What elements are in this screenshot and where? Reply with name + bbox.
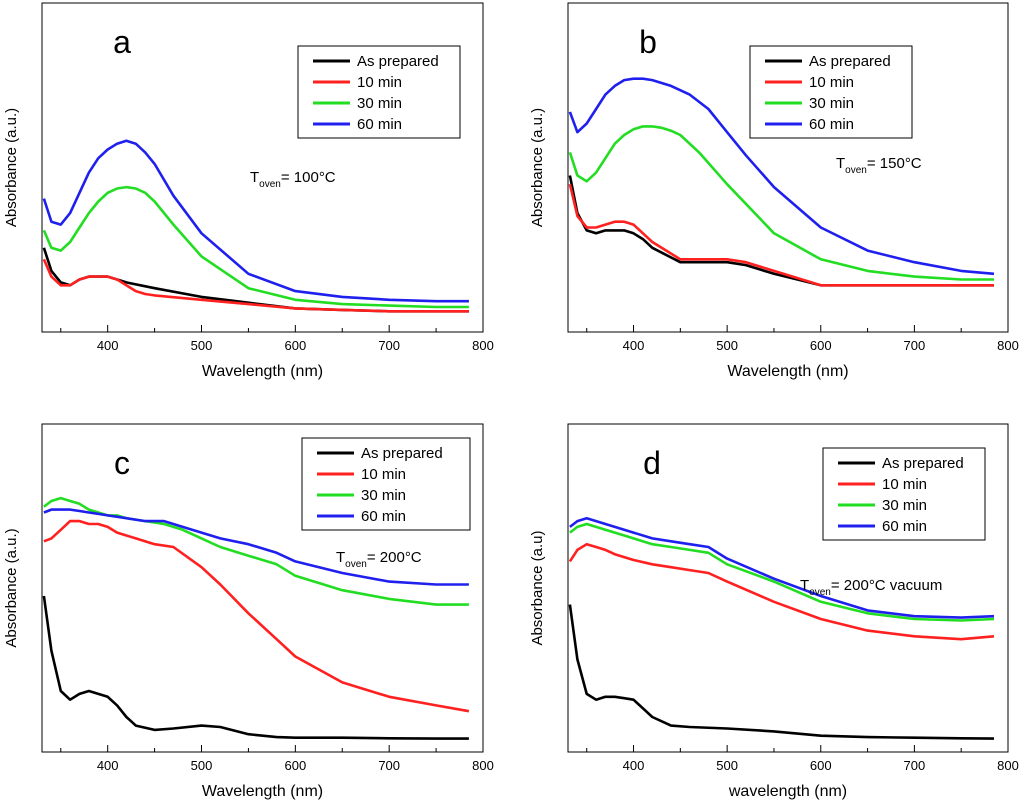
series-line-as-prepared	[568, 175, 994, 287]
legend-entry: 60 min	[357, 116, 402, 133]
x-tick-label: 500	[191, 338, 213, 353]
chart-panel-a: 400 500 600 700 800 Wavelength (nm) Absorbance…	[3, 2, 494, 380]
series-line-60-min	[568, 77, 995, 276]
x-tick-label: 400	[97, 338, 119, 353]
legend-entry: 10 min	[361, 466, 406, 483]
chart-panel-b: 400 500 600 700 800 Wavelength (nm) Absorbance…	[529, 2, 1019, 380]
legend-entry: 10 min	[882, 476, 927, 493]
oven-temperature-annotation: Toven= 150°C	[836, 155, 922, 176]
series-line-as-prepared	[568, 604, 995, 740]
series-line-10-min	[43, 519, 470, 713]
legend-entry: As prepared	[809, 53, 891, 70]
legend-entry: 10 min	[809, 74, 854, 91]
series-line-30-min	[568, 125, 994, 281]
x-tick-label: 800	[472, 338, 494, 353]
x-tick-label: 500	[716, 758, 738, 773]
x-tick-label: 600	[810, 338, 832, 353]
plot-frame	[41, 423, 484, 753]
x-tick-label: 500	[191, 758, 213, 773]
x-tick-label: 600	[810, 758, 832, 773]
series-line-as-prepared	[42, 595, 469, 740]
legend-entry: 60 min	[882, 518, 927, 535]
x-tick-label: 500	[716, 338, 738, 353]
plot-frame	[567, 2, 1009, 333]
x-axis-label: Wavelength (nm)	[727, 363, 848, 380]
panel-label: c	[114, 445, 130, 481]
x-axis-label: Wavelength (nm)	[202, 363, 323, 380]
legend-entry: As prepared	[882, 455, 964, 472]
oven-temperature-annotation: Toven= 200°C vacuum	[800, 577, 942, 598]
y-axis-label: Absorbance (a.u.)	[3, 108, 20, 227]
chart-panel-d: 400 500 600 700 800 wavelength (nm) Absorbance…	[529, 423, 1019, 800]
legend-entry: As prepared	[357, 53, 439, 70]
legend-entry: 30 min	[809, 95, 854, 112]
series-line-10-min	[568, 542, 995, 641]
series-line-10-min	[42, 258, 469, 313]
legend-entry: 30 min	[357, 95, 402, 112]
y-axis-label: Absorbance (a.u.)	[529, 108, 546, 227]
series-line-10-min	[568, 183, 994, 287]
series-line-30-min	[42, 185, 469, 309]
x-tick-label: 800	[997, 338, 1019, 353]
series-line-60-min	[43, 508, 469, 586]
y-axis-label: Absorbance (a.u.)	[3, 528, 20, 647]
x-tick-label: 700	[904, 758, 926, 773]
legend-entry: 30 min	[882, 497, 927, 514]
panel-label: d	[643, 445, 661, 481]
x-tick-label: 700	[378, 758, 400, 773]
plot-frame	[567, 423, 1009, 753]
x-tick-label: 400	[623, 758, 645, 773]
panel-label: b	[639, 24, 657, 60]
y-axis-label: Absorbance (a.u)	[529, 530, 546, 645]
x-axis-label: Wavelength (nm)	[202, 783, 323, 800]
x-tick-label: 700	[904, 338, 926, 353]
x-tick-label: 400	[97, 758, 119, 773]
plot-frame	[41, 2, 484, 333]
chart-panel-c: 400 500 600 700 800 Wavelength (nm) Absorbance…	[3, 423, 494, 800]
series-line-60-min	[42, 139, 469, 303]
series-line-30-min	[569, 522, 995, 622]
legend-entry: 30 min	[361, 487, 406, 504]
x-tick-label: 600	[284, 758, 306, 773]
series-line-60-min	[569, 516, 995, 619]
oven-temperature-annotation: Toven= 200°C	[336, 549, 422, 570]
legend-entry: 60 min	[361, 508, 406, 525]
panel-label: a	[113, 24, 131, 60]
legend-entry: 60 min	[809, 116, 854, 133]
x-tick-label: 400	[623, 338, 645, 353]
legend-entry: 10 min	[357, 74, 402, 91]
x-tick-label: 600	[284, 338, 306, 353]
x-axis-label: wavelength (nm)	[728, 783, 847, 800]
series-line-30-min	[43, 496, 469, 606]
oven-temperature-annotation: Toven= 100°C	[250, 169, 336, 190]
series-line-as-prepared	[42, 247, 469, 313]
legend-entry: As prepared	[361, 445, 443, 462]
x-tick-label: 800	[472, 758, 494, 773]
x-tick-label: 800	[997, 758, 1019, 773]
x-tick-label: 700	[378, 338, 400, 353]
